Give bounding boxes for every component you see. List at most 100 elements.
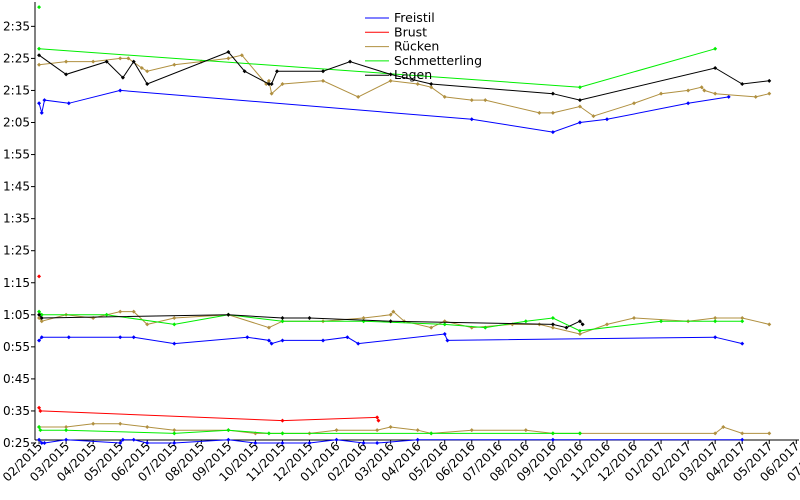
legend-item-lagen: Lagen (365, 67, 432, 82)
data-point (104, 59, 109, 64)
y-tick-label: 1:15 (3, 276, 30, 290)
data-point (577, 98, 582, 103)
data-point (37, 316, 42, 321)
data-point (445, 338, 450, 343)
data-point (39, 312, 44, 317)
data-point (64, 437, 69, 442)
data-point (429, 431, 434, 436)
data-point (280, 338, 285, 343)
series-line (38, 407, 379, 422)
data-point (334, 428, 339, 433)
data-point (550, 130, 555, 135)
data-point (280, 316, 285, 321)
data-point (37, 312, 42, 317)
data-point (64, 428, 69, 433)
series-layer (37, 5, 772, 445)
data-point (577, 431, 582, 436)
data-point (307, 441, 312, 445)
data-point (226, 49, 231, 54)
data-point (42, 98, 47, 103)
data-point (767, 91, 772, 96)
data-point (388, 319, 393, 324)
data-point (375, 428, 380, 433)
data-point (91, 421, 96, 426)
data-point (118, 56, 123, 61)
data-point (537, 110, 542, 115)
data-point (523, 319, 528, 324)
data-point (415, 428, 420, 433)
data-point (269, 91, 274, 96)
data-point (118, 88, 123, 93)
data-point (604, 117, 609, 122)
y-tick-label: 2:15 (3, 83, 30, 97)
data-point (388, 78, 393, 83)
data-point (564, 325, 569, 330)
data-point (577, 328, 582, 333)
legend-label: Rücken (394, 39, 439, 54)
data-point (172, 428, 177, 433)
y-tick-label: 0:35 (3, 404, 30, 418)
data-point (39, 335, 44, 340)
data-point (39, 316, 44, 321)
data-point (269, 341, 274, 346)
data-point (266, 82, 271, 87)
y-tick-label: 2:35 (3, 19, 30, 33)
y-tick-label: 0:55 (3, 340, 30, 354)
data-point (442, 322, 447, 327)
data-point (172, 341, 177, 346)
data-point (275, 69, 280, 74)
data-point (269, 82, 274, 87)
data-point (37, 53, 42, 58)
series-line (38, 426, 580, 434)
data-point (226, 56, 231, 61)
data-point (131, 309, 136, 314)
data-point (253, 441, 258, 445)
data-point (686, 101, 691, 106)
data-point (321, 69, 326, 74)
data-point (740, 437, 745, 442)
data-point (131, 59, 136, 64)
data-point (753, 94, 758, 99)
y-tick-label: 0:45 (3, 372, 30, 386)
legend-label: Brust (394, 24, 427, 39)
data-point (356, 94, 361, 99)
data-point (740, 341, 745, 346)
data-point (550, 316, 555, 321)
series-rücken (37, 53, 772, 436)
data-point (469, 117, 474, 122)
data-point (391, 309, 396, 314)
data-point (266, 78, 271, 83)
data-point (415, 82, 420, 87)
series-line (38, 314, 583, 329)
data-point (469, 428, 474, 433)
y-tick-label: 2:45 (3, 0, 30, 1)
data-point (550, 322, 555, 327)
data-point (37, 62, 42, 67)
data-point (429, 82, 434, 87)
legend-item-freistil: Freistil (365, 10, 435, 25)
legend-item-rücken: Rücken (365, 39, 439, 54)
data-point (242, 69, 247, 74)
data-point (131, 437, 136, 442)
data-point (245, 335, 250, 340)
data-point (632, 101, 637, 106)
data-point (37, 437, 42, 442)
data-point (713, 431, 718, 436)
data-point (550, 91, 555, 96)
data-point (280, 441, 285, 445)
data-point (767, 78, 772, 83)
data-point (145, 424, 150, 429)
data-point (767, 431, 772, 436)
data-point (172, 441, 177, 445)
data-point (388, 424, 393, 429)
series-line (39, 423, 770, 434)
data-point (321, 78, 326, 83)
data-point (591, 114, 596, 119)
data-point (334, 437, 339, 442)
data-point (356, 341, 361, 346)
data-point (699, 85, 704, 90)
series-line (38, 89, 729, 133)
data-point (172, 62, 177, 67)
data-point (131, 335, 136, 340)
